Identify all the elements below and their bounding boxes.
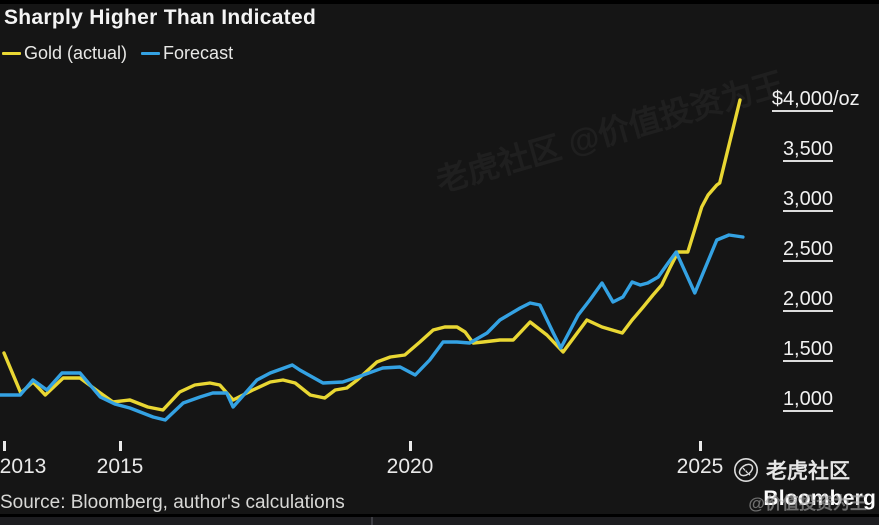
forecast-line-swatch-icon: [141, 52, 161, 55]
x-axis-tick: [699, 441, 702, 451]
legend-item-forecast: Forecast: [141, 43, 233, 64]
series-line-gold-actual: [2, 98, 742, 412]
x-axis-tick: [409, 441, 412, 451]
chart-title: Sharply Higher Than Indicated: [4, 6, 317, 29]
series-line-forecast: [0, 233, 745, 422]
legend-label: Gold (actual): [24, 43, 128, 63]
legend-item-gold-actual: Gold (actual): [2, 43, 127, 64]
x-axis-label: 2025: [676, 455, 724, 478]
legend-label: Forecast: [163, 43, 234, 63]
x-axis-tick: [119, 441, 122, 451]
bottom-black-line: [0, 514, 879, 517]
tiger-logo-icon: [734, 458, 758, 482]
x-axis-label: 2013: [0, 455, 47, 478]
bottom-bar-seam: [371, 517, 373, 525]
tiger-community-label: 老虎社区: [766, 460, 850, 483]
bottom-bar: [0, 517, 879, 525]
top-black-strip: [0, 0, 879, 4]
legend: Gold (actual) Forecast: [2, 43, 247, 64]
chinese-overlay-watermark: @价值投资为王: [748, 494, 867, 513]
x-axis-label: 2020: [386, 455, 434, 478]
bloomberg-watermark: Bloomberg: [763, 487, 876, 510]
x-axis-label: 2015: [96, 455, 144, 478]
x-axis-tick: [3, 441, 6, 451]
source-note: Source: Bloomberg, author's calculations: [0, 492, 345, 513]
gold-line-swatch-icon: [2, 52, 21, 55]
tiger-community-watermark: 老虎社区: [733, 455, 850, 485]
